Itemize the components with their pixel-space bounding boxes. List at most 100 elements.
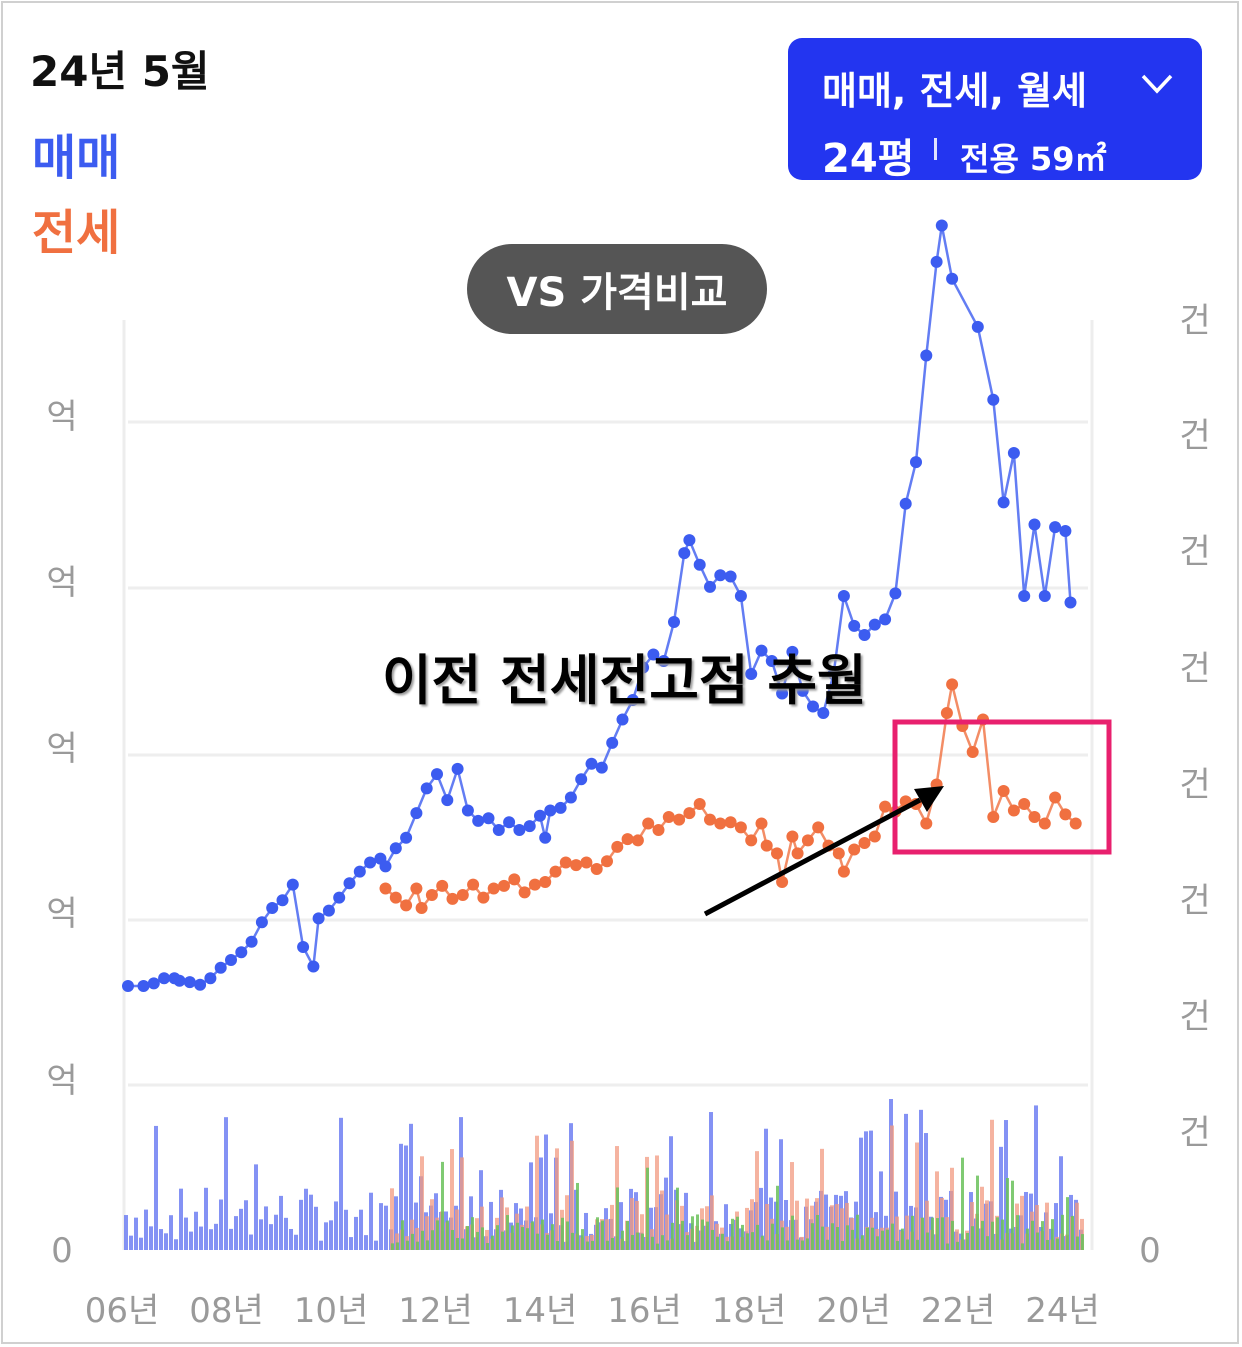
sale-volume-bar: [869, 1130, 873, 1250]
y2-tick-label: 건: [1179, 416, 1210, 456]
sale-volume-bar: [529, 1162, 533, 1250]
sale-price-point: [204, 972, 217, 985]
y2-tick-label: 건: [1179, 649, 1210, 689]
sale-price-point: [1018, 590, 1031, 602]
monthly-rent-volume-bar: [821, 1226, 824, 1250]
monthly-rent-volume-bar: [961, 1157, 964, 1250]
sale-volume-bar: [209, 1229, 213, 1250]
jeonse-volume-bar: [485, 1229, 489, 1250]
sale-price-point: [889, 587, 902, 600]
jeonse-volume-bar: [840, 1208, 844, 1250]
jeonse-volume-bar: [750, 1199, 754, 1250]
monthly-rent-volume-bar: [941, 1217, 944, 1250]
legend-sale-label: 매매: [32, 130, 121, 186]
monthly-rent-volume-bar: [611, 1237, 614, 1250]
exclusive-area-label: 전용 59㎡: [960, 140, 1107, 178]
jeonse-volume-bar: [1020, 1195, 1024, 1250]
monthly-rent-volume-bar: [556, 1241, 559, 1250]
sale-price-point: [410, 807, 423, 820]
monthly-rent-volume-bar: [551, 1224, 554, 1250]
jeonse-price-point: [1049, 791, 1062, 804]
sale-volume-bar: [919, 1109, 923, 1250]
x-tick-label: 18년: [712, 1291, 787, 1331]
x-tick-label: 08년: [189, 1291, 264, 1331]
jeonse-price-point: [570, 859, 583, 872]
jeonse-price-point: [755, 817, 768, 830]
sale-volume-bar: [489, 1201, 493, 1250]
sale-price-point: [637, 661, 650, 674]
jeonse-price-point: [518, 886, 531, 899]
x-tick-label: 20년: [816, 1291, 891, 1331]
sale-price-point: [534, 809, 546, 822]
sale-volume-bar: [219, 1199, 223, 1250]
jeonse-price-point: [812, 821, 825, 834]
annotation-text: 이전 전세전고점 추월: [382, 649, 867, 712]
monthly-rent-volume-bar: [946, 1243, 949, 1250]
sale-volume-bar: [199, 1226, 203, 1250]
sale-price-point: [693, 558, 706, 571]
sale-volume-bar: [324, 1222, 328, 1250]
filter-dropdown[interactable]: 매매, 전세, 월세 24평 전용 59㎡: [788, 38, 1202, 182]
sale-volume-bar: [284, 1217, 288, 1250]
monthly-rent-volume-bar: [486, 1243, 489, 1250]
sale-volume-bar: [539, 1157, 543, 1250]
sale-price-point: [935, 219, 948, 232]
jeonse-price-point: [662, 811, 675, 823]
monthly-rent-volume-bar: [896, 1240, 899, 1250]
sale-price-point: [482, 812, 495, 825]
sale-price-point: [158, 972, 171, 985]
sale-price-point: [683, 534, 696, 547]
monthly-rent-volume-bar: [621, 1230, 624, 1250]
monthly-rent-volume-bar: [521, 1226, 524, 1250]
jeonse-price-point: [400, 899, 413, 912]
jeonse-volume-bar: [825, 1226, 829, 1250]
monthly-rent-volume-bar: [776, 1185, 779, 1250]
sale-price-point: [225, 954, 237, 966]
sale-volume-bar: [394, 1196, 398, 1250]
monthly-rent-volume-bar: [1006, 1178, 1009, 1250]
jeonse-volume-bar: [795, 1200, 799, 1250]
sale-price-point: [920, 349, 933, 362]
jeonse-price-point: [832, 847, 845, 860]
monthly-rent-volume-bar: [421, 1230, 424, 1250]
sale-price-point: [245, 935, 258, 948]
sale-volume-bar: [189, 1231, 193, 1250]
jeonse-price-point: [879, 800, 892, 813]
sale-volume-bar: [214, 1223, 218, 1250]
sale-price-point: [451, 762, 464, 775]
monthly-rent-volume-bar: [731, 1218, 734, 1250]
sale-price-point: [461, 804, 474, 817]
sale-volume-bar: [294, 1234, 298, 1250]
sale-volume-bar: [764, 1128, 768, 1250]
monthly-rent-volume-bar: [816, 1214, 819, 1250]
jeonse-volume-bar: [785, 1226, 789, 1250]
sale-price-point: [503, 816, 516, 829]
jeonse-price-point: [791, 847, 804, 860]
monthly-rent-volume-bar: [856, 1214, 859, 1250]
selected-month: 24년 5월: [30, 47, 210, 96]
sale-price-line: [128, 225, 1072, 988]
monthly-rent-volume-bar: [926, 1232, 929, 1250]
monthly-rent-volume-bar: [1011, 1180, 1014, 1250]
monthly-rent-volume-bar: [1061, 1214, 1064, 1250]
jeonse-volume-bar: [1035, 1205, 1039, 1250]
sale-volume-bar: [879, 1171, 883, 1250]
sale-volume-bar: [1054, 1203, 1058, 1250]
monthly-rent-volume-bar: [871, 1227, 874, 1250]
vs-compare-button[interactable]: VS 가격비교: [467, 244, 767, 334]
sale-volume-bar: [904, 1113, 908, 1250]
monthly-rent-volume-bar: [1016, 1215, 1019, 1250]
chevron-down-icon: [1140, 66, 1174, 106]
sale-volume-bar: [279, 1195, 283, 1250]
monthly-rent-volume-bar: [441, 1161, 444, 1250]
monthly-rent-volume-bar: [456, 1237, 459, 1250]
sale-price-point: [575, 773, 588, 786]
jeonse-price-point: [467, 878, 480, 891]
sale-price-point: [420, 782, 433, 795]
sale-volume-bar: [254, 1164, 258, 1250]
sale-volume-bar: [664, 1177, 668, 1250]
monthly-rent-volume-bar: [481, 1227, 484, 1250]
jeonse-price-point: [837, 865, 850, 878]
sale-price-point: [971, 320, 984, 333]
